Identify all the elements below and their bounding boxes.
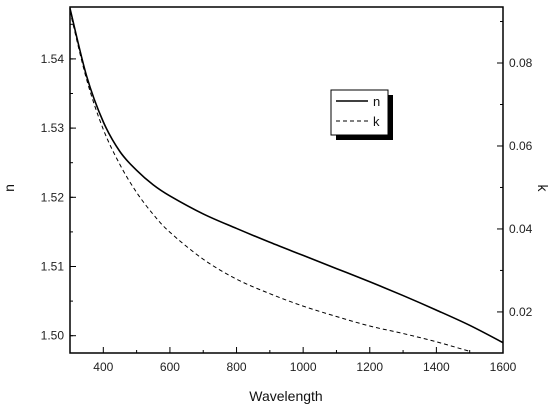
- left-y-tick-label: 1.53: [41, 121, 65, 135]
- left-y-axis-title: n: [1, 184, 17, 192]
- x-axis-title: Wavelength: [249, 388, 322, 404]
- legend-box: [330, 89, 389, 136]
- right-y-tick-label: 0.06: [509, 139, 533, 153]
- right-y-axis-title: k: [535, 185, 550, 193]
- plot-frame: [69, 6, 504, 354]
- x-tick-label: 800: [227, 360, 247, 374]
- left-y-tick-label: 1.52: [41, 190, 65, 204]
- left-y-tick-label: 1.51: [41, 260, 65, 274]
- right-y-tick-label: 0.02: [509, 305, 533, 319]
- left-y-axis-ticks: 1.50 1.51 1.52 1.53 1.54: [41, 23, 76, 343]
- x-tick-label: 400: [93, 360, 113, 374]
- left-y-tick-label: 1.54: [41, 52, 65, 66]
- x-tick-label: 1400: [423, 360, 450, 374]
- x-tick-label: 1200: [356, 360, 383, 374]
- series-layer: [69, 8, 504, 352]
- legend: n k: [330, 89, 393, 140]
- legend-label-n: n: [373, 94, 380, 109]
- x-tick-label: 1000: [290, 360, 317, 374]
- right-y-tick-label: 0.08: [509, 56, 533, 70]
- x-tick-label: 600: [160, 360, 180, 374]
- x-tick-label: 1600: [490, 360, 517, 374]
- x-axis-ticks: 400 600 800 1000 1200 1400 1600: [69, 347, 517, 374]
- series-line-k: [69, 11, 470, 352]
- series-line-n: [69, 8, 504, 344]
- legend-label-k: k: [373, 114, 380, 129]
- left-y-tick-label: 1.50: [41, 329, 65, 343]
- right-y-tick-label: 0.04: [509, 222, 533, 236]
- right-y-axis-ticks: 0.02 0.04 0.06 0.08: [497, 21, 533, 319]
